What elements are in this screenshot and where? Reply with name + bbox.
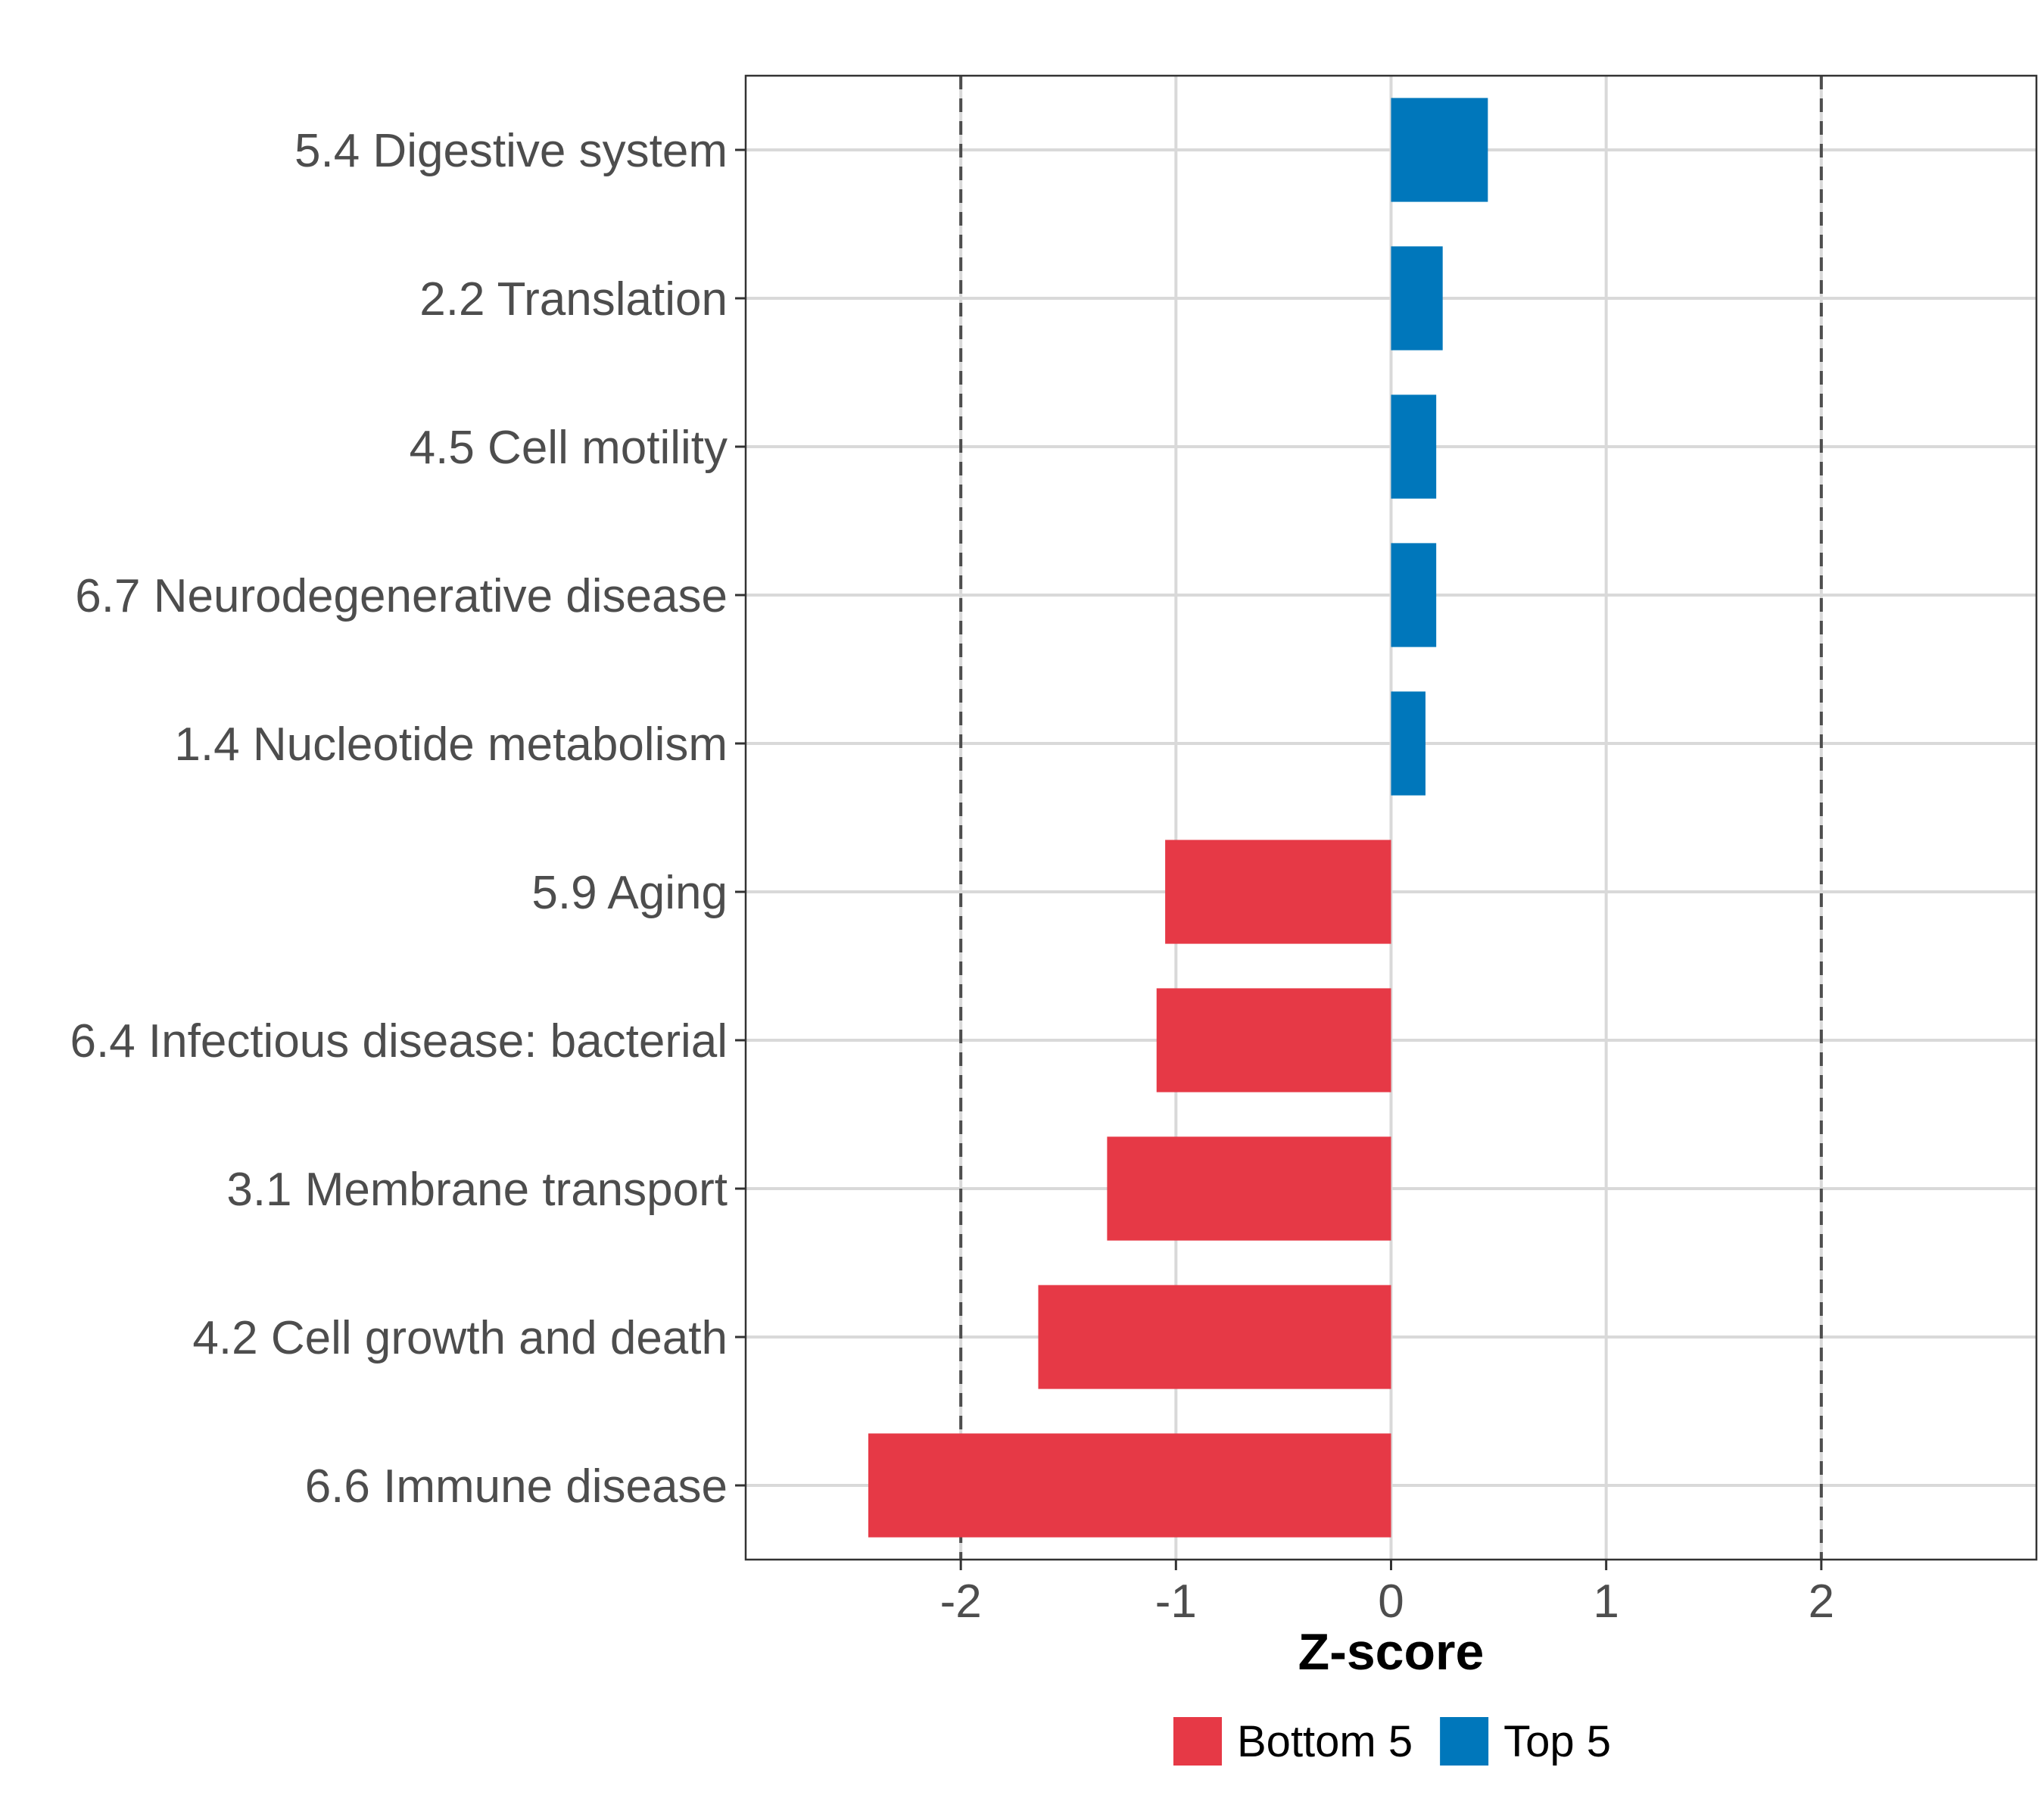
category-label-4-5-cell-motility: 4.5 Cell motility	[410, 422, 728, 474]
reference-lines	[959, 76, 1823, 1560]
bar-4-2-cell-growth-and-death	[1038, 1285, 1391, 1389]
x-tick-label-1: -1	[1155, 1575, 1197, 1628]
bar-3-1-membrane-transport	[1107, 1136, 1391, 1241]
category-label-6-7-neurodegenerative-disease: 6.7 Neurodegenerative disease	[75, 570, 728, 622]
x-tick-label-2: -2	[940, 1575, 982, 1628]
y-axis-ticks: 5.4 Digestive system 2.2 Translation 4.5 C…	[70, 125, 746, 1513]
bar-1-4-nucleotide-metabolism	[1391, 691, 1426, 796]
bars	[868, 98, 1488, 1538]
bar-5-4-digestive-system	[1391, 98, 1488, 202]
category-label-6-4-infectious-disease-bacterial: 6.4 Infectious disease: bacterial	[70, 1015, 728, 1067]
category-label-3-1-membrane-transport: 3.1 Membrane transport	[226, 1164, 728, 1216]
bar-6-7-neurodegenerative-disease	[1391, 543, 1437, 647]
x-tick-label-2: 2	[1809, 1575, 1834, 1628]
legend-label-top-5: Top 5	[1503, 1717, 1611, 1766]
bar-6-6-immune-disease	[868, 1433, 1391, 1538]
category-label-1-4-nucleotide-metabolism: 1.4 Nucleotide metabolism	[174, 718, 728, 771]
x-tick-label-0: 0	[1378, 1575, 1404, 1628]
x-axis-title: Z-score	[1298, 1623, 1485, 1681]
category-label-4-2-cell-growth-and-death: 4.2 Cell growth and death	[192, 1312, 728, 1364]
legend-label-bottom-5: Bottom 5	[1237, 1717, 1413, 1766]
category-label-5-9-aging: 5.9 Aging	[531, 867, 728, 919]
bar-6-4-infectious-disease-bacterial	[1156, 988, 1391, 1092]
x-tick-label-1: 1	[1593, 1575, 1619, 1628]
legend-swatch-top-5	[1440, 1717, 1489, 1766]
bar-2-2-translation	[1391, 246, 1443, 351]
category-label-5-4-digestive-system: 5.4 Digestive system	[294, 125, 728, 177]
x-axis-ticks: -2 -1 0 1 2	[940, 1560, 1834, 1628]
legend-swatch-bottom-5	[1173, 1717, 1222, 1766]
bar-4-5-cell-motility	[1391, 394, 1437, 499]
bar-5-9-aging	[1165, 840, 1391, 944]
legend: Bottom 5 Top 5	[1173, 1717, 1611, 1766]
category-label-2-2-translation: 2.2 Translation	[419, 273, 728, 326]
category-label-6-6-immune-disease: 6.6 Immune disease	[305, 1460, 728, 1513]
